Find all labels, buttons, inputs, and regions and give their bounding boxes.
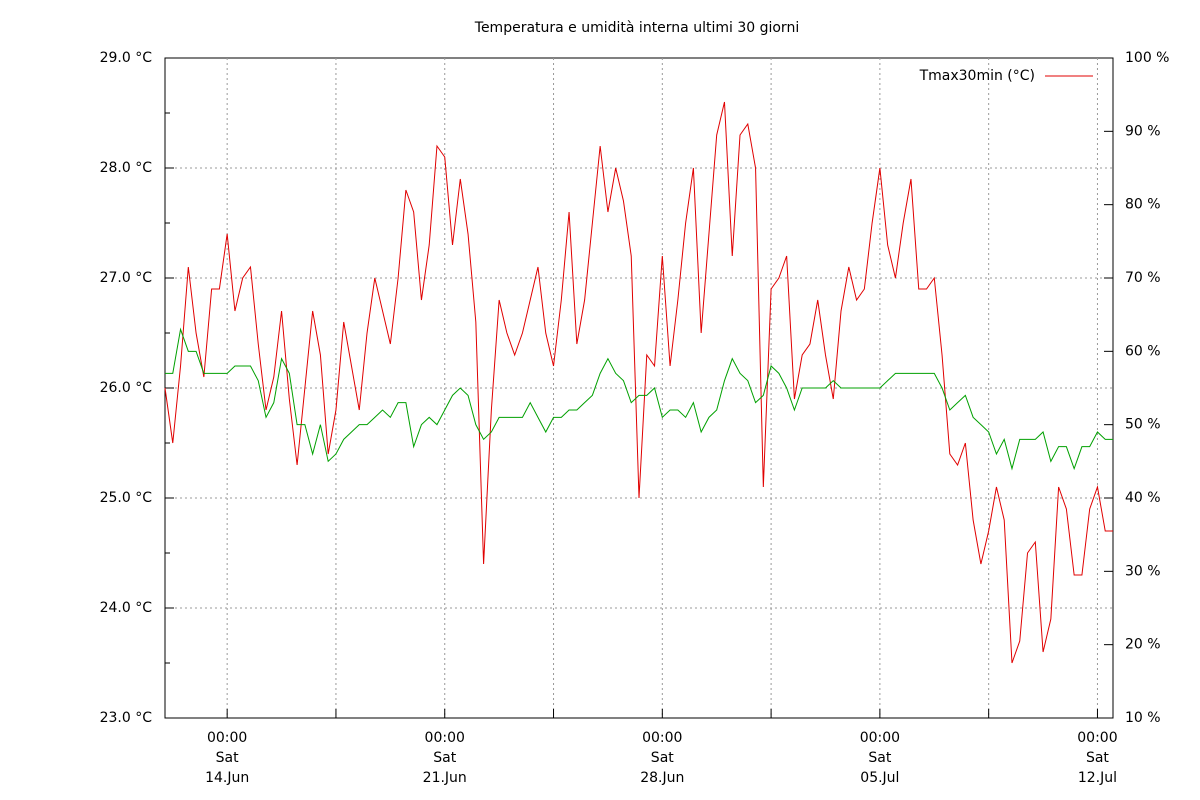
chart-title: Temperatura e umidità interna ultimi 30 … — [474, 20, 799, 36]
y-tick-label: 24.0 °C — [100, 600, 153, 616]
series-line — [164, 101, 1113, 664]
x-tick-label: 00:00 Sat 12.Jul — [1077, 730, 1118, 786]
y2-tick-label: 70 % — [1125, 270, 1161, 286]
y-tick-label: 25.0 °C — [100, 490, 153, 506]
y-tick-label: 23.0 °C — [100, 710, 153, 726]
x-tick-label: 00:00 Sat 21.Jun — [422, 730, 467, 786]
y-tick-label: 29.0 °C — [100, 50, 153, 66]
y-tick-label: 28.0 °C — [100, 160, 153, 176]
legend-label: Tmax30min (°C) — [919, 68, 1035, 84]
y-tick-label: 27.0 °C — [100, 270, 153, 286]
x-tick-label: 00:00 Sat 14.Jun — [205, 730, 250, 786]
y2-tick-label: 80 % — [1125, 197, 1161, 213]
y2-tick-label: 10 % — [1125, 710, 1161, 726]
y2-tick-label: 90 % — [1125, 123, 1161, 139]
y2-tick-label: 40 % — [1125, 490, 1161, 506]
y2-tick-label: 30 % — [1125, 563, 1161, 579]
x-tick-label: 00:00 Sat 05.Jul — [859, 730, 901, 786]
y-tick-label: 26.0 °C — [100, 380, 153, 396]
y2-tick-label: 100 % — [1125, 50, 1169, 66]
series-line — [165, 327, 1113, 471]
y2-tick-label: 50 % — [1125, 417, 1161, 433]
y2-tick-label: 20 % — [1125, 637, 1161, 653]
x-tick-label: 00:00 Sat 28.Jun — [640, 730, 685, 786]
y2-tick-label: 60 % — [1125, 343, 1161, 359]
